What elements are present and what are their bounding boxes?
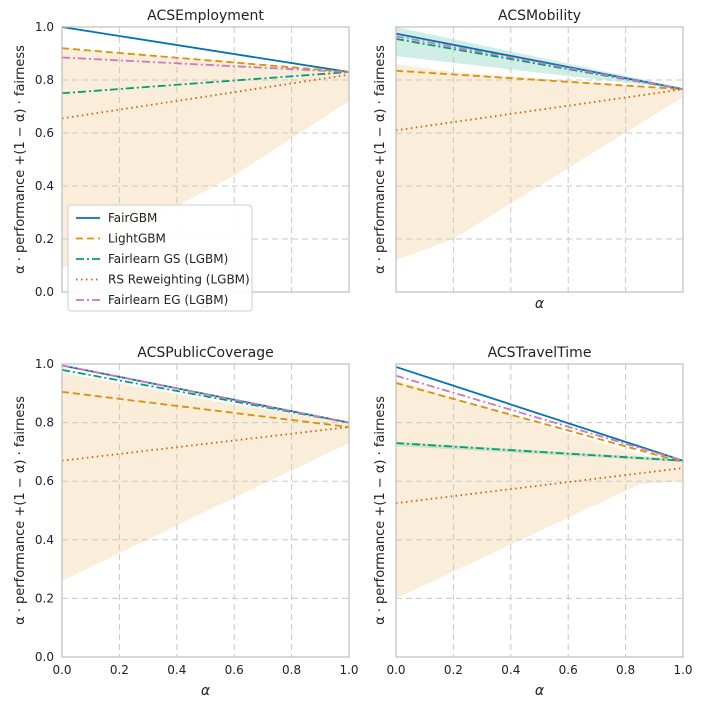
x-tick-label: 0.8	[282, 663, 301, 677]
y-axis-label: α · performance +(1 − α) · fairness	[13, 45, 28, 274]
plot-frame	[395, 363, 684, 658]
panel-title: ACSPublicCoverage	[137, 345, 274, 361]
y-tick-label: 0.8	[35, 416, 54, 430]
y-tick-label: 0.6	[35, 474, 54, 488]
x-tick-label: 0.2	[444, 663, 463, 677]
series-line	[395, 382, 684, 464]
x-tick-label: 0.4	[167, 663, 186, 677]
plot-frame	[61, 363, 350, 658]
x-tick-label: 0.8	[616, 663, 635, 677]
series-line	[395, 374, 684, 462]
y-tick-label: 0.2	[35, 591, 54, 605]
x-tick-label: 1.0	[673, 663, 692, 677]
panel-title: ACSMobility	[498, 8, 581, 24]
legend-label: RS Reweighting (LGBM)	[108, 273, 250, 287]
legend-label: FairGBM	[108, 211, 157, 225]
legend-label: Fairlearn GS (LGBM)	[108, 252, 228, 266]
series-line	[61, 73, 350, 120]
panel-2: ACSMobility α α · performance +(1 − α) · f…	[373, 8, 684, 312]
panel-4: ACSTravelTime 0.0 0.2 0.4 0.6 0.8 1.0 α α · perf…	[373, 345, 693, 699]
legend-label: LightGBM	[108, 232, 166, 246]
series-line	[61, 426, 350, 462]
x-tick-label: 0.0	[386, 663, 405, 677]
y-axis-label: α · performance +(1 − α) · fairness	[373, 45, 388, 274]
plot-frame	[395, 26, 684, 293]
confidence-band	[396, 64, 683, 261]
x-tick-label: 0.6	[225, 663, 244, 677]
series-line	[61, 26, 350, 73]
y-tick-label: 0.0	[35, 650, 54, 664]
x-axis-label: α	[201, 683, 211, 699]
y-tick-label: 0.6	[35, 126, 54, 140]
y-tick-label: 1.0	[35, 357, 54, 371]
series-line	[395, 366, 684, 462]
series-line	[395, 467, 684, 505]
x-tick-label: 0.4	[501, 663, 520, 677]
series-line	[61, 390, 350, 428]
y-axis-label: α · performance +(1 − α) · fairness	[373, 396, 388, 625]
panel-title: ACSTravelTime	[488, 345, 592, 361]
x-tick-label: 0.6	[559, 663, 578, 677]
y-tick-label: 1.0	[35, 20, 54, 34]
y-tick-label: 0.4	[35, 533, 54, 547]
panel-3: ACSPublicCoverage 0.0 0.2 0.4 0.6 0.8 1.0 0.0 0.…	[13, 345, 359, 699]
confidence-band	[396, 380, 683, 599]
panel-title: ACSEmployment	[147, 8, 264, 24]
series-line	[61, 47, 350, 73]
y-tick-label: 0.8	[35, 73, 54, 87]
series-line	[61, 364, 350, 424]
y-tick-label: 0.0	[35, 285, 54, 299]
y-tick-label: 0.2	[35, 232, 54, 246]
legend: FairGBM LightGBM Fairlearn GS (LGBM) RS Rew…	[67, 204, 253, 312]
series-line	[395, 69, 684, 91]
x-tick-label: 1.0	[339, 663, 358, 677]
legend-label: Fairlearn EG (LGBM)	[108, 293, 228, 307]
y-axis-label: α · performance +(1 − α) · fairness	[13, 396, 28, 625]
y-tick-label: 0.4	[35, 179, 54, 193]
confidence-band-2	[396, 27, 683, 90]
legend-box	[67, 204, 253, 312]
series-line	[395, 35, 684, 91]
x-axis-label: α	[535, 296, 545, 312]
confidence-band	[62, 372, 349, 581]
x-axis-label: α	[535, 683, 545, 699]
x-tick-label: 0.0	[52, 663, 71, 677]
x-tick-label: 0.2	[110, 663, 129, 677]
